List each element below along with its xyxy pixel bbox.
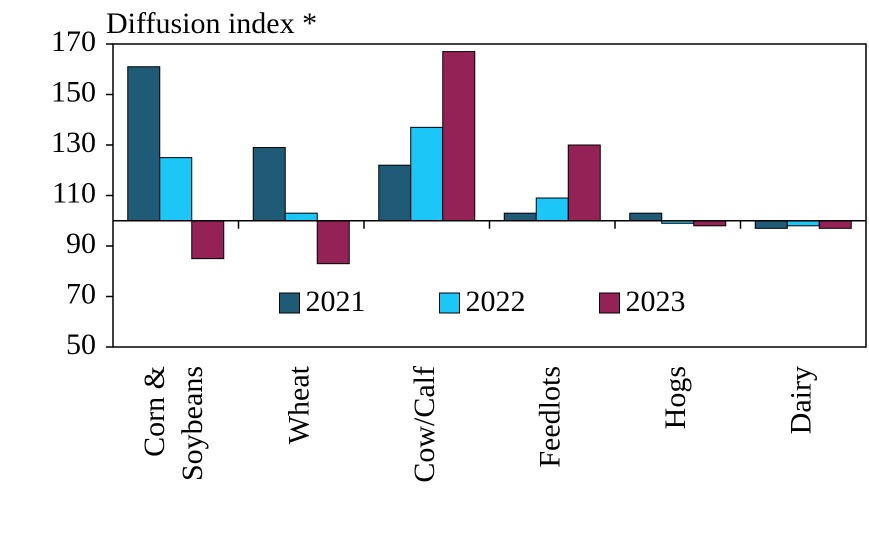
bar	[378, 164, 412, 222]
bar	[159, 157, 193, 222]
bar	[127, 66, 161, 222]
x-tick-label: Feedlots	[533, 366, 566, 468]
y-tick-label: 130	[51, 126, 96, 159]
x-tick-label: Corn & Soybeans	[138, 366, 209, 481]
y-tick-label: 170	[51, 25, 96, 58]
bar	[786, 220, 820, 227]
y-axis-label: Diffusion index *	[106, 7, 317, 40]
y-tick-label: 110	[52, 176, 96, 209]
bar	[252, 147, 286, 222]
legend-swatch	[279, 292, 300, 314]
legend-swatch	[599, 292, 620, 314]
x-tick-label: Dairy	[784, 366, 817, 434]
y-tick-label: 70	[66, 277, 96, 310]
bar	[754, 220, 788, 229]
bar	[629, 212, 663, 222]
bar	[818, 220, 852, 229]
bar	[503, 212, 537, 222]
bar	[191, 220, 225, 260]
bar	[316, 220, 350, 265]
legend-label: 2023	[626, 285, 686, 318]
x-tick-label: Wheat	[282, 365, 315, 444]
bar	[535, 197, 569, 222]
legend-swatch	[439, 292, 460, 314]
y-tick-label: 150	[51, 75, 96, 108]
x-tick-label: Hogs	[659, 366, 692, 429]
bar	[442, 51, 476, 222]
bar	[693, 220, 727, 227]
bar	[284, 212, 318, 222]
legend-label: 2021	[306, 285, 366, 318]
y-tick-label: 50	[66, 328, 96, 361]
y-tick-label: 90	[66, 227, 96, 260]
legend-label: 2022	[466, 285, 526, 318]
x-tick-label: Cow/Calf	[408, 366, 441, 483]
bar	[567, 144, 601, 222]
bar	[410, 126, 444, 222]
